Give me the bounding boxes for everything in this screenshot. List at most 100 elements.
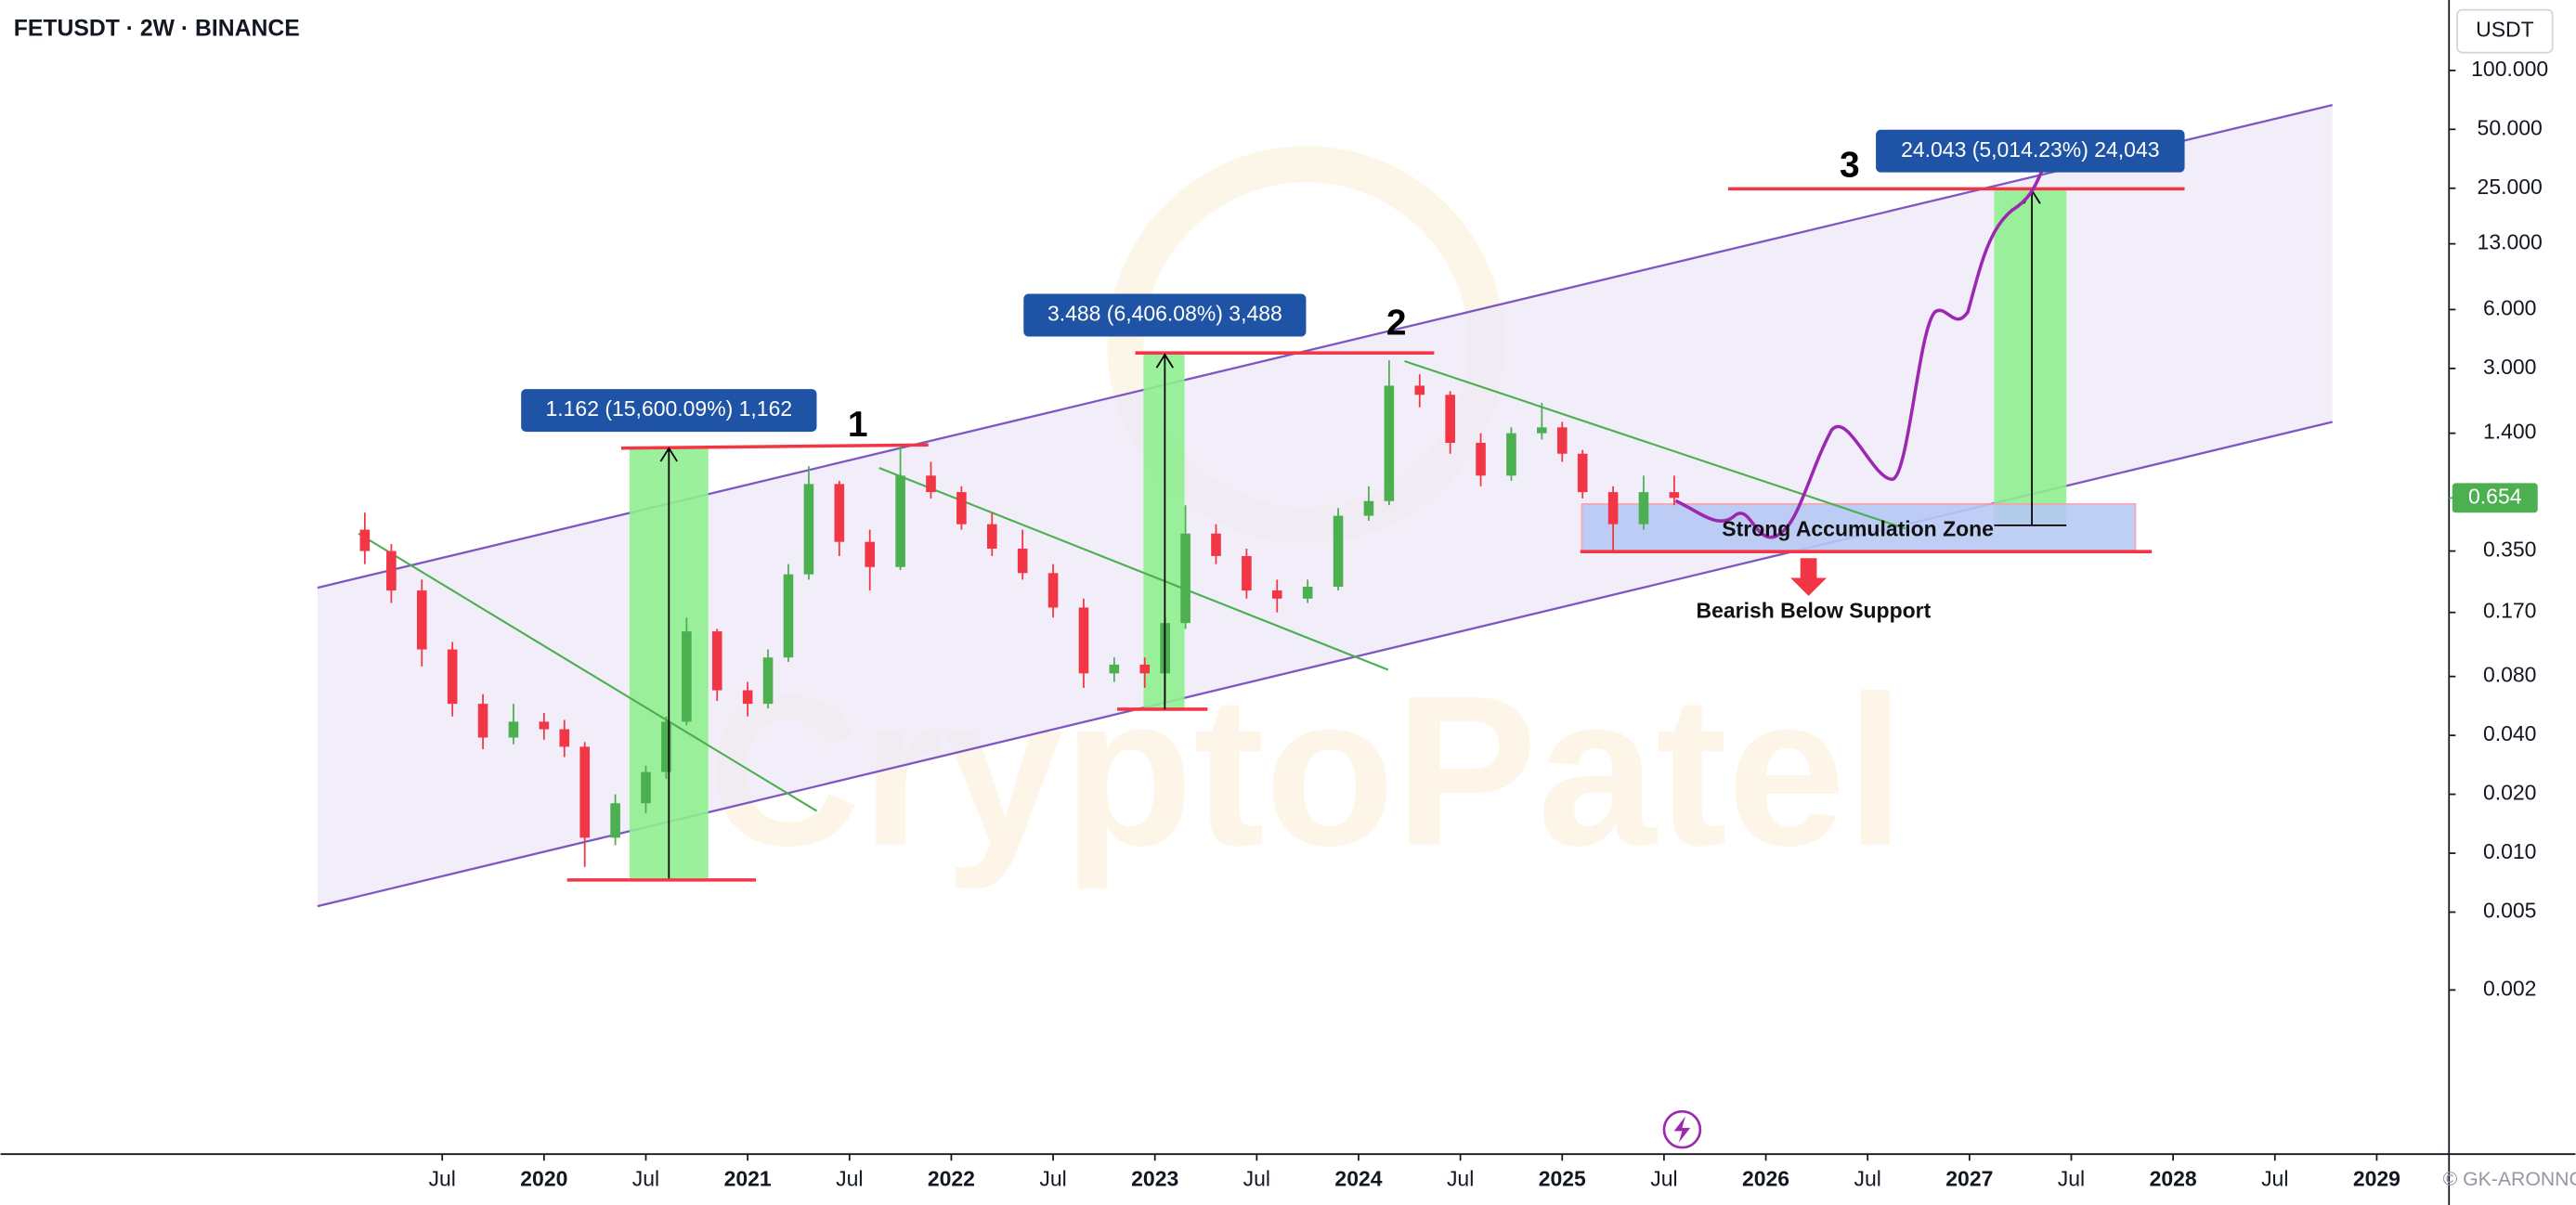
- trendline: [358, 532, 818, 812]
- x-tick-label: 2023: [1131, 1167, 1178, 1191]
- y-tick-label: 0.170: [2483, 599, 2536, 623]
- y-tick-label: 6.000: [2483, 295, 2536, 319]
- y-tick-label: 0.005: [2483, 899, 2536, 923]
- candle-body: [1445, 395, 1455, 444]
- candle-body: [986, 524, 997, 549]
- wave-label: 1: [848, 405, 868, 445]
- y-tick-label: 0.010: [2483, 839, 2536, 863]
- chart-title: FETUSDT · 2W · BINANCE: [14, 16, 300, 41]
- candle-body: [1109, 664, 1120, 674]
- y-tick-label: 3.000: [2483, 355, 2536, 379]
- candle-body: [1139, 664, 1151, 674]
- projection-path: [1674, 163, 2047, 539]
- watermark-credit: © GK-ARONNC: [2443, 1169, 2576, 1190]
- candles: [359, 360, 1680, 867]
- candle-body: [1302, 587, 1313, 599]
- candle-body: [926, 475, 936, 493]
- candle-body: [834, 484, 845, 542]
- x-tick-label: 2026: [1742, 1167, 1789, 1191]
- x-tick-label: 2020: [520, 1167, 567, 1191]
- candle-body: [1047, 573, 1059, 608]
- y-tick-label: 0.002: [2483, 976, 2536, 1000]
- measure-label-box: [1023, 293, 1307, 337]
- candle-body: [1506, 433, 1516, 476]
- trendline: [1404, 360, 1906, 530]
- candle-body: [1333, 515, 1344, 588]
- down-arrow: [1790, 558, 1828, 596]
- candle-body: [865, 541, 876, 567]
- measure-label: 24.043 (5,014.23%) 24,043: [1901, 137, 2159, 162]
- candle-body: [1476, 443, 1486, 476]
- candle-body: [803, 484, 814, 575]
- candle-body: [1242, 555, 1252, 591]
- y-tick-label: 50.000: [2478, 115, 2543, 139]
- candle-body: [1384, 385, 1395, 501]
- candle-body: [1537, 427, 1547, 434]
- x-tick-label: 2027: [1945, 1167, 1993, 1191]
- candle-body: [762, 657, 774, 705]
- x-tick-label: Jul: [1243, 1167, 1270, 1191]
- last-price-label: 0.654: [2468, 484, 2522, 508]
- measure-label: 1.162 (15,600.09%) 1,162: [546, 396, 793, 421]
- candle-body: [559, 729, 570, 747]
- y-tick-label: 0.020: [2483, 781, 2536, 805]
- wave-label: 2: [1386, 303, 1407, 343]
- x-tick-label: Jul: [429, 1167, 456, 1191]
- measure-box: [1994, 190, 2067, 525]
- candle-body: [895, 475, 905, 567]
- candle-body: [508, 721, 519, 738]
- candle-body: [1577, 453, 1588, 493]
- candle-body: [956, 492, 967, 525]
- candle-body: [783, 574, 794, 658]
- currency-box: [2456, 8, 2554, 54]
- level-line: [621, 443, 929, 450]
- x-tick-label: Jul: [1854, 1167, 1881, 1191]
- y-tick-label: 0.080: [2483, 663, 2536, 687]
- currency: USDT: [2476, 18, 2534, 42]
- support-label: Bearish Below Support: [1697, 599, 1932, 623]
- lightning-bolt: [1673, 1116, 1691, 1143]
- x-tick-label: Jul: [1650, 1167, 1677, 1191]
- candle-body: [359, 529, 371, 551]
- candle-body: [661, 721, 671, 772]
- x-tick-label: 2022: [928, 1167, 975, 1191]
- candle-body: [711, 631, 722, 691]
- candle-body: [1180, 533, 1190, 624]
- measure-arrow: [659, 447, 678, 879]
- x-tick-label: 2021: [724, 1167, 772, 1191]
- y-tick-label: 100.000: [2471, 57, 2548, 81]
- candle-body: [1017, 548, 1028, 574]
- last-price-box: [2452, 483, 2538, 513]
- candle-body: [416, 590, 427, 650]
- measure-label: 3.488 (6,406.08%) 3,488: [1047, 302, 1282, 326]
- x-tick-label: Jul: [836, 1167, 863, 1191]
- y-tick-label: 0.350: [2483, 538, 2536, 562]
- candle-body: [682, 631, 692, 722]
- zone-label: Strong Accumulation Zone: [1722, 516, 1994, 540]
- candle-body: [447, 649, 458, 705]
- candle-body: [1078, 607, 1089, 674]
- channel-fill: [317, 105, 2333, 907]
- candle-body: [1211, 533, 1221, 556]
- price-axis-bg: [2449, 0, 2576, 1205]
- candle-body: [1607, 492, 1619, 525]
- x-tick-label: Jul: [2261, 1167, 2288, 1191]
- x-tick-label: Jul: [1039, 1167, 1066, 1191]
- y-tick-label: 0.040: [2483, 721, 2536, 745]
- candle-body: [742, 690, 753, 705]
- x-tick-label: 2029: [2353, 1167, 2400, 1191]
- x-tick-label: Jul: [2058, 1167, 2085, 1191]
- measure-label-box: [521, 389, 817, 433]
- candle-body: [1638, 492, 1649, 525]
- levels: [566, 187, 2185, 882]
- candle-body: [1556, 427, 1568, 454]
- candle-body: [1271, 590, 1282, 599]
- y-tick-label: 1.400: [2483, 420, 2536, 444]
- candle-body: [1669, 492, 1680, 499]
- candle-body: [610, 803, 620, 838]
- measure-label-box: [1876, 129, 2185, 173]
- candle-body: [477, 704, 488, 738]
- x-tick-label: Jul: [1447, 1167, 1474, 1191]
